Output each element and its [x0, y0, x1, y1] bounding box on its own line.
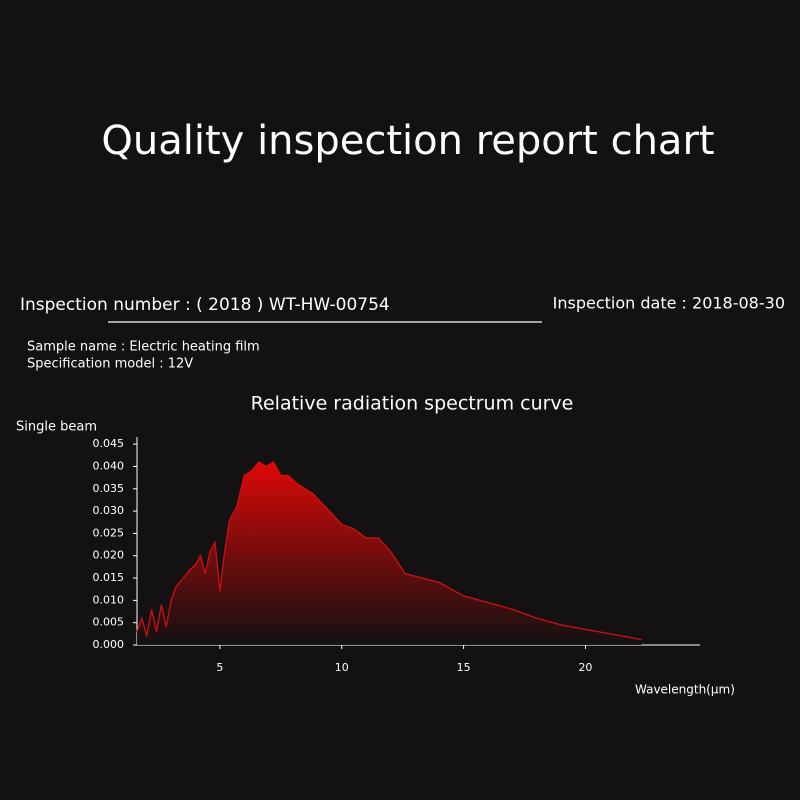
y-tick-label: 0.035: [93, 482, 125, 495]
area-fill: [137, 462, 642, 645]
y-axis-label: Single beam: [16, 420, 97, 435]
y-tick-label: 0.005: [93, 616, 125, 629]
inspection-date: Inspection date : 2018-08-30: [553, 294, 785, 313]
y-tick-label: 0.040: [93, 459, 125, 472]
y-tick-label: 0.030: [93, 504, 125, 517]
x-tick-label: 10: [335, 661, 349, 674]
line: [136, 461, 642, 641]
y-tick-label: 0.000: [93, 638, 125, 651]
y-tick-label: 0.045: [93, 437, 125, 450]
chart-title: Relative radiation spectrum curve: [251, 393, 574, 415]
x-tick-label: 5: [216, 661, 223, 674]
y-tick-label: 0.010: [93, 593, 125, 606]
sample-name: Sample name : Electric heating film: [27, 340, 260, 355]
x-axis-label: Wavelength(μm): [635, 683, 735, 697]
specification-model: Specification model : 12V: [27, 357, 193, 372]
report-title: Quality inspection report chart: [101, 118, 714, 164]
y-tick-label: 0.020: [93, 549, 125, 562]
inspection-number: Inspection number : ( 2018 ) WT-HW-00754: [20, 295, 390, 315]
y-tick-label: 0.015: [93, 571, 125, 584]
y-tick-label: 0.025: [93, 526, 125, 539]
x-tick-label: 15: [457, 661, 471, 674]
x-tick-label: 20: [578, 661, 592, 674]
